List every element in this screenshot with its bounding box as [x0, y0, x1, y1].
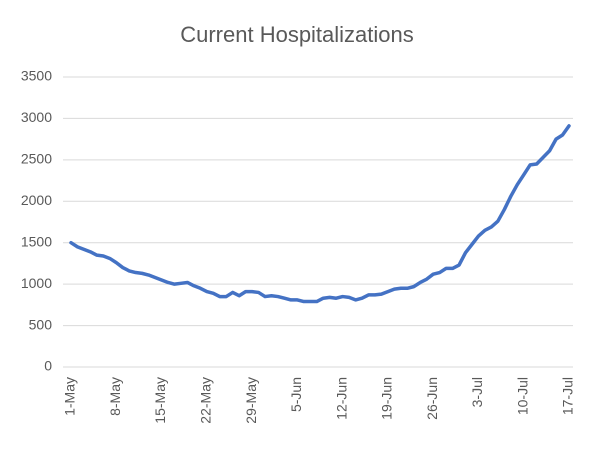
y-tick-label: 2500 [21, 151, 52, 167]
y-tick-label: 2000 [21, 192, 52, 208]
x-tick-label: 5-Jun [288, 377, 304, 412]
y-tick-label: 3000 [21, 109, 52, 125]
y-tick-label: 0 [44, 358, 52, 374]
chart-title: Current Hospitalizations [180, 22, 414, 47]
data-line [69, 124, 571, 304]
x-tick-label: 26-Jun [424, 377, 440, 420]
x-tick-label: 8-May [107, 377, 123, 416]
x-tick-label: 15-May [152, 377, 168, 424]
x-tick-label: 19-Jun [379, 377, 395, 420]
y-tick-label: 3500 [21, 68, 52, 84]
x-tick-label: 22-May [198, 377, 214, 424]
y-tick-label: 1000 [21, 275, 52, 291]
x-tick-label: 29-May [243, 377, 259, 424]
x-tick-label: 3-Jul [469, 377, 485, 407]
y-tick-label: 500 [29, 316, 53, 332]
y-tick-label: 1500 [21, 233, 52, 249]
x-tick-label: 10-Jul [514, 377, 530, 415]
x-tick-label: 12-Jun [333, 377, 349, 420]
x-tick-label: 17-Jul [560, 377, 576, 415]
x-tick-label: 1-May [62, 377, 78, 416]
